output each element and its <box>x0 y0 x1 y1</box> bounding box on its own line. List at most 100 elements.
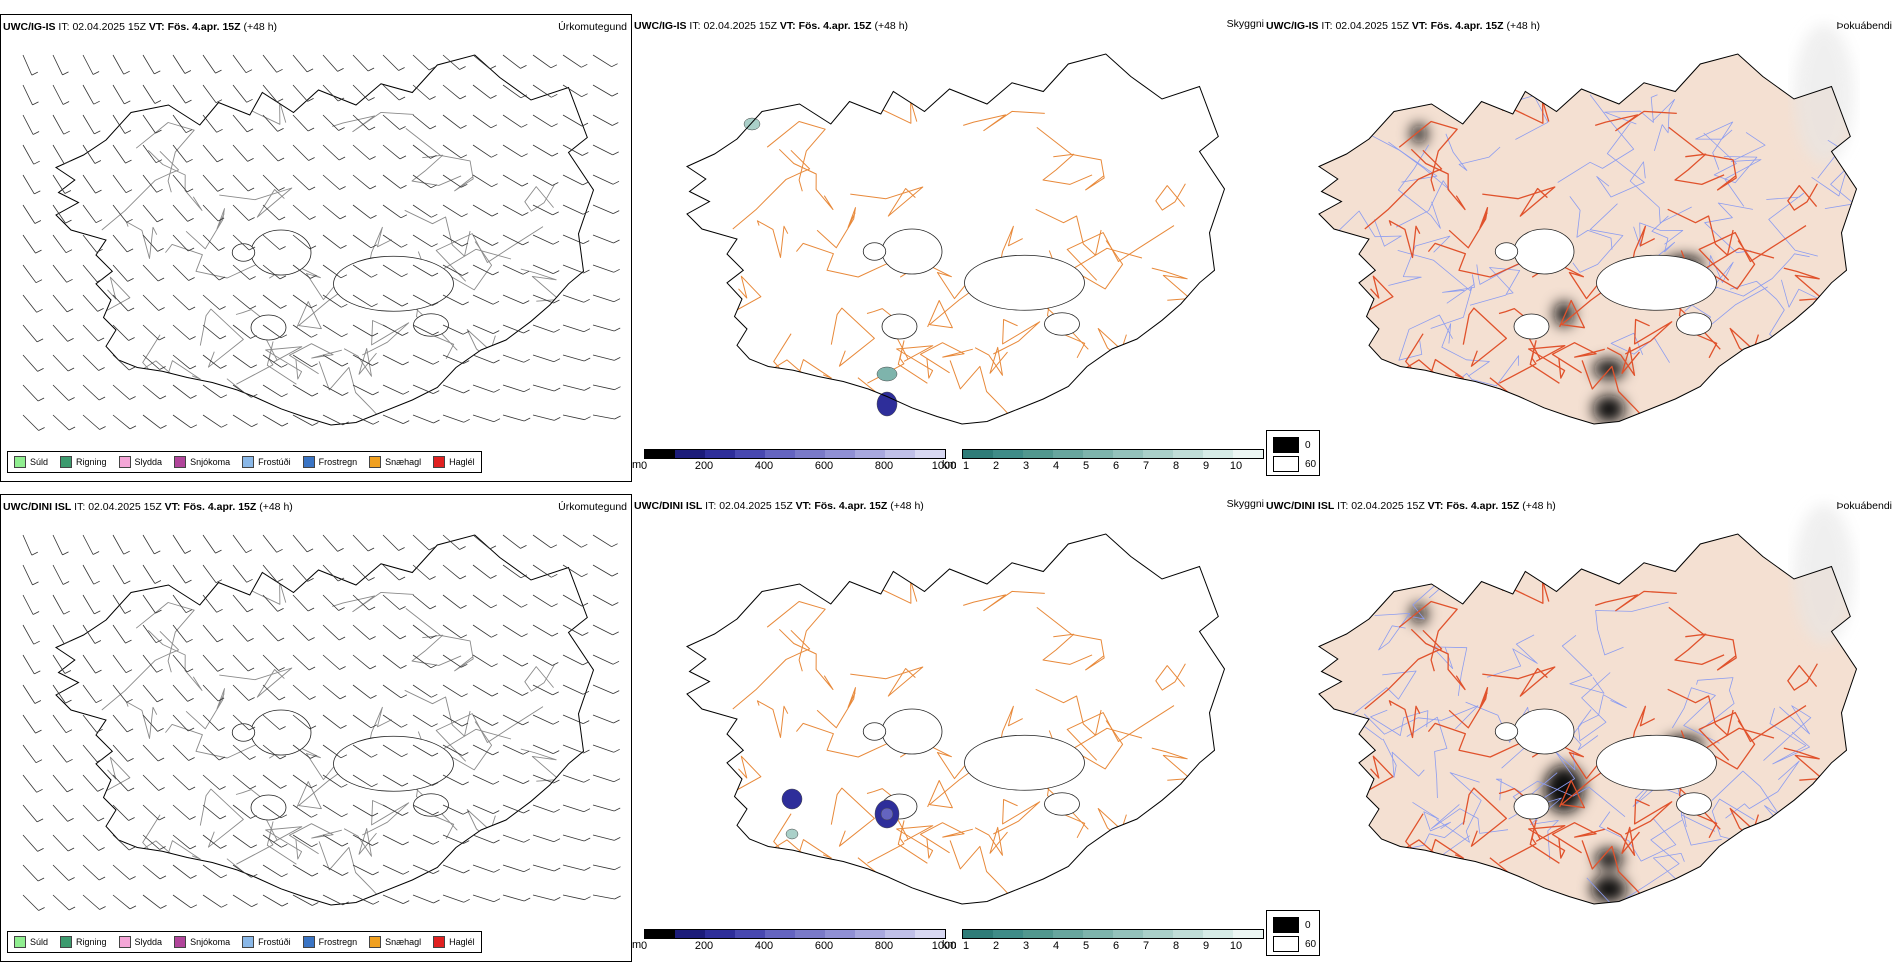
wind-barb <box>412 654 432 669</box>
wind-barb-feather <box>189 365 197 370</box>
wind-barb-feather <box>62 101 70 105</box>
wind-barb <box>412 204 432 218</box>
road-line <box>147 149 203 211</box>
wind-barb-feather <box>401 273 408 278</box>
wind-barb <box>412 324 433 336</box>
wind-barb-feather <box>342 421 349 426</box>
wind-barb <box>442 264 463 276</box>
wind-barb-feather <box>95 219 103 224</box>
wind-barb <box>142 774 159 791</box>
wind-barb-feather <box>249 756 256 760</box>
road-line <box>1557 94 1635 183</box>
wind-barb-feather <box>248 217 255 221</box>
wind-barb <box>352 114 370 131</box>
wind-barb <box>292 834 312 848</box>
wind-barb <box>292 804 312 818</box>
wind-barb-feather <box>216 158 224 163</box>
wind-barb <box>82 174 96 194</box>
wind-barb-feather <box>524 417 531 422</box>
wind-barb <box>472 534 491 550</box>
wind-barb <box>232 144 248 162</box>
coastline <box>1317 533 1858 905</box>
wind-barb <box>202 684 219 702</box>
wind-barb <box>412 804 433 816</box>
wind-barb <box>412 684 432 698</box>
wind-barb <box>412 894 434 904</box>
wind-barb-feather <box>341 813 348 818</box>
wind-barb-feather <box>217 188 224 192</box>
colorbar-cell <box>735 450 765 458</box>
wind-barb-feather <box>307 98 314 102</box>
wind-barb <box>52 774 68 793</box>
wind-barb-feather <box>338 636 346 641</box>
visibility-map <box>685 53 1226 425</box>
road-line <box>343 347 377 377</box>
wind-barb <box>52 234 67 253</box>
wind-barb <box>352 714 372 729</box>
wind-barb <box>562 864 585 871</box>
wind-barb-feather <box>307 578 314 582</box>
legend-item: Snæhagl <box>369 456 421 468</box>
wind-barb <box>52 864 69 881</box>
visibility-panel-dini: UWC/DINI ISL IT: 02.04.2025 15Z VT: Fös.… <box>632 494 1264 962</box>
wind-barb <box>412 234 432 248</box>
precip-type-map <box>22 54 621 431</box>
wind-barb-feather <box>582 152 589 156</box>
wind-barb <box>592 594 613 606</box>
wind-barb <box>292 624 309 641</box>
wind-barb-feather <box>128 366 136 371</box>
wind-barb-feather <box>155 609 162 614</box>
wind-barb <box>412 384 434 394</box>
wind-barb-feather <box>67 847 75 852</box>
wind-barb-feather <box>581 122 589 127</box>
wind-barb <box>562 264 584 274</box>
wind-barb-feather <box>581 63 588 68</box>
wind-barb-feather <box>156 698 164 703</box>
wind-barb <box>352 84 369 101</box>
wind-barb-feather <box>611 63 618 68</box>
wind-barb-feather <box>402 812 409 816</box>
colorbar-tick: 1000 <box>931 460 957 472</box>
wind-barb-feather <box>520 65 527 69</box>
colorbar-tick: 7 <box>1142 460 1150 472</box>
wind-barb-feather <box>432 360 440 365</box>
wind-barb <box>442 234 463 247</box>
wind-barb <box>322 774 342 788</box>
wind-barb <box>322 54 338 72</box>
wind-barb <box>502 234 523 246</box>
wind-barb <box>472 894 495 903</box>
wind-barb <box>142 744 159 762</box>
wind-barb <box>262 54 277 73</box>
wind-barb-feather <box>611 92 619 97</box>
wind-barb-feather <box>248 697 255 701</box>
colorbar-tick: 600 <box>814 940 834 952</box>
wind-barb-feather <box>127 278 134 282</box>
road-line <box>1375 385 1433 424</box>
param-label: Þokuábendi <box>1836 500 1892 512</box>
wind-barb-feather <box>219 815 227 820</box>
panel-header: UWC/IG-IS IT: 02.04.2025 15Z VT: Fös. 4.… <box>1266 20 1541 32</box>
road-line <box>104 826 185 866</box>
wind-barb-feather <box>124 580 131 585</box>
wind-barb <box>532 324 554 333</box>
road-line <box>1599 811 1677 862</box>
road-line <box>411 634 462 666</box>
wind-barb-feather <box>371 332 379 337</box>
wind-barb <box>352 294 372 308</box>
wind-barb <box>532 174 553 186</box>
wind-barb <box>592 654 614 665</box>
road-line <box>165 243 258 279</box>
road-line <box>1469 267 1521 306</box>
wind-barb-feather <box>431 272 439 277</box>
road-line <box>1364 149 1443 230</box>
wind-barb <box>232 714 250 731</box>
wind-barb <box>502 594 522 608</box>
road-line <box>101 630 180 711</box>
road-line <box>362 320 410 356</box>
wind-barb <box>502 84 522 99</box>
wind-barb-feather <box>276 548 283 553</box>
wind-barb-feather <box>308 157 315 161</box>
wind-barb-feather <box>157 277 165 282</box>
wind-barb <box>82 84 95 105</box>
wind-barb-feather <box>521 633 528 638</box>
